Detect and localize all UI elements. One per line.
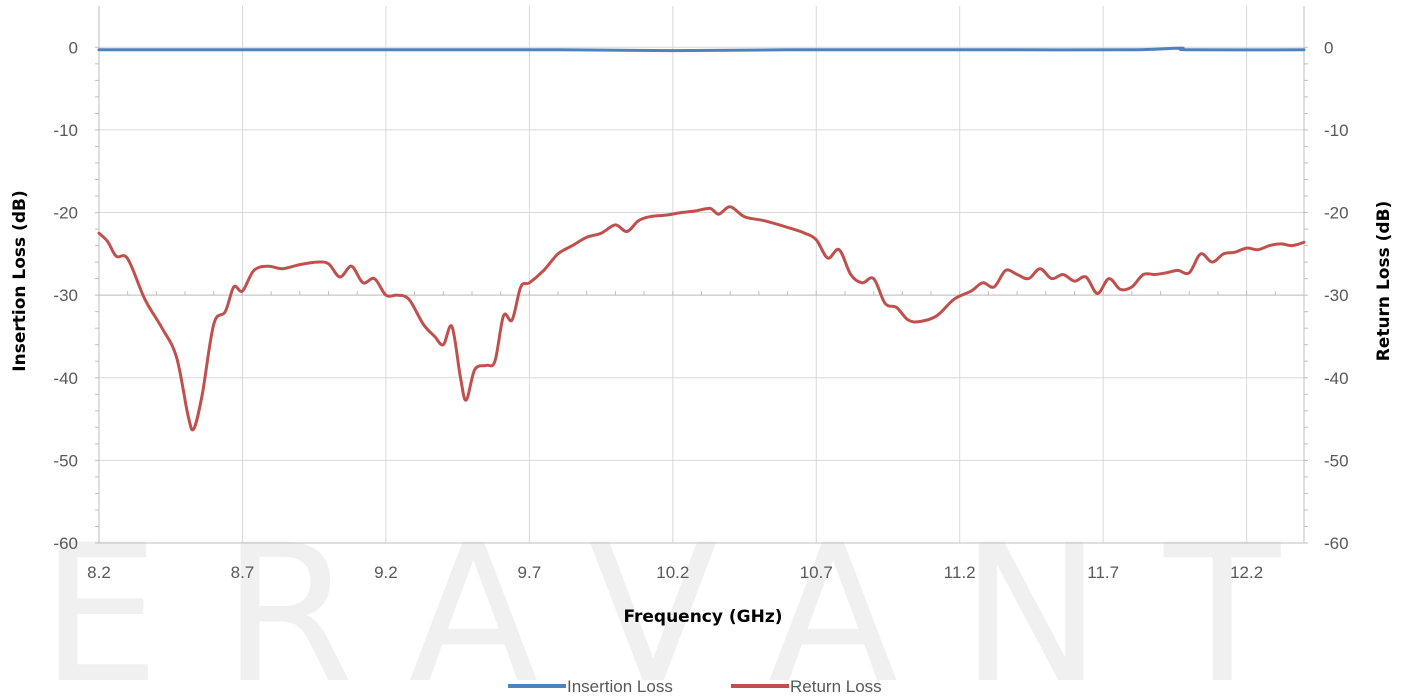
- y-left-tick-label: 0: [69, 38, 78, 57]
- legend-label-insertion-loss: Insertion Loss: [567, 677, 673, 696]
- x-axis-title: Frequency (GHz): [623, 607, 782, 627]
- y-left-tick-label: -60: [53, 534, 78, 553]
- y-right-tick-label: -60: [1324, 534, 1349, 553]
- insertion-loss-line: [97, 46, 1306, 53]
- x-tick-labels: 8.2 8.7 9.2 9.7 10.2 10.7 11.2 11.7 12.2: [87, 563, 1263, 582]
- y-right-tick-label: -40: [1324, 369, 1349, 388]
- y-left-tick-label: -10: [53, 121, 78, 140]
- x-tick-label: 12.2: [1230, 563, 1263, 582]
- y-right-tick-label: -50: [1324, 451, 1349, 470]
- y-right-tick-label: -10: [1324, 121, 1349, 140]
- gridlines: [99, 6, 1304, 543]
- watermark-logo: ERAVANT: [40, 504, 1342, 696]
- axes: [95, 6, 1308, 544]
- y-right-tick-label: 0: [1324, 38, 1333, 57]
- x-tick-label: 10.7: [800, 563, 833, 582]
- x-tick-label: 9.2: [374, 563, 398, 582]
- x-tick-label: 8.7: [231, 563, 255, 582]
- y-left-tick-labels: 0 -10 -20 -30 -40 -50 -60: [53, 38, 78, 553]
- legend: Insertion Loss Return Loss: [508, 677, 882, 696]
- y-right-axis-title: Return Loss (dB): [1374, 201, 1394, 362]
- x-tick-label: 9.7: [518, 563, 542, 582]
- x-tick-label: 11.2: [944, 563, 976, 582]
- x-tick-label: 11.7: [1087, 563, 1119, 582]
- y-right-tick-label: -20: [1324, 204, 1349, 223]
- y-left-tick-label: -20: [53, 204, 78, 223]
- return-loss-line: [97, 205, 1306, 432]
- y-left-tick-label: -30: [53, 286, 78, 305]
- series-lines: [97, 46, 1306, 432]
- x-tick-label: 8.2: [87, 563, 111, 582]
- y-right-tick-label: -30: [1324, 286, 1349, 305]
- legend-label-return-loss: Return Loss: [790, 677, 882, 696]
- y-left-tick-label: -50: [53, 451, 78, 470]
- y-left-axis-title: Insertion Loss (dB): [10, 190, 30, 371]
- x-tick-label: 10.2: [656, 563, 689, 582]
- y-right-tick-labels: 0 -10 -20 -30 -40 -50 -60: [1324, 38, 1349, 553]
- y-left-tick-label: -40: [53, 369, 78, 388]
